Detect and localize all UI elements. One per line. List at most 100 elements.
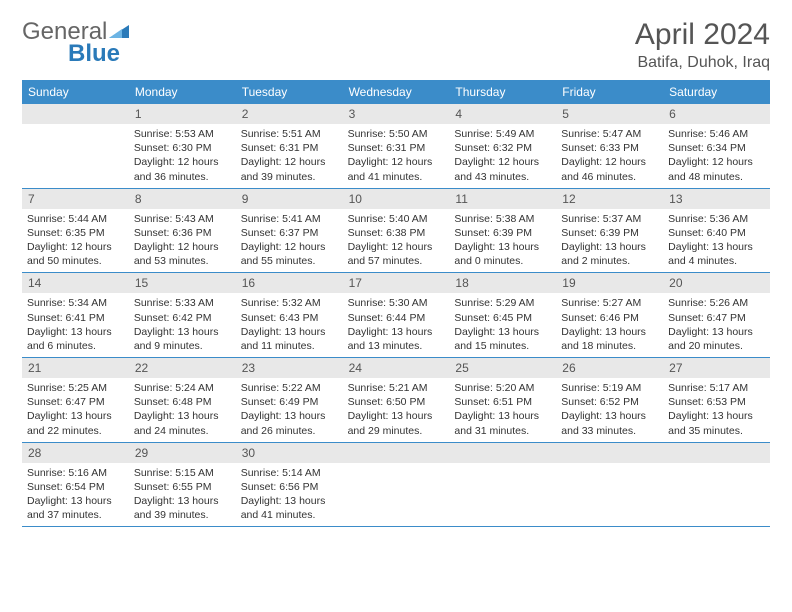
day-number: 7 [22,189,129,209]
sunset-line: Sunset: 6:36 PM [134,226,231,240]
day-info: Sunrise: 5:30 AMSunset: 6:44 PMDaylight:… [343,293,450,357]
day-cell: 12Sunrise: 5:37 AMSunset: 6:39 PMDayligh… [556,189,663,273]
sunset-line: Sunset: 6:50 PM [348,395,445,409]
day-info: Sunrise: 5:46 AMSunset: 6:34 PMDaylight:… [663,124,770,188]
daylight-line: Daylight: 12 hours and 53 minutes. [134,240,231,268]
sunrise-line: Sunrise: 5:19 AM [561,381,658,395]
day-number-empty [663,443,770,463]
day-number: 6 [663,104,770,124]
daylight-line: Daylight: 12 hours and 50 minutes. [27,240,124,268]
day-cell [22,104,129,188]
day-cell [663,443,770,527]
daylight-line: Daylight: 13 hours and 35 minutes. [668,409,765,437]
day-info: Sunrise: 5:43 AMSunset: 6:36 PMDaylight:… [129,209,236,273]
day-cell: 23Sunrise: 5:22 AMSunset: 6:49 PMDayligh… [236,358,343,442]
day-info: Sunrise: 5:37 AMSunset: 6:39 PMDaylight:… [556,209,663,273]
sunset-line: Sunset: 6:30 PM [134,141,231,155]
sunrise-line: Sunrise: 5:38 AM [454,212,551,226]
weeks-container: 1Sunrise: 5:53 AMSunset: 6:30 PMDaylight… [22,104,770,527]
sunrise-line: Sunrise: 5:51 AM [241,127,338,141]
day-info: Sunrise: 5:24 AMSunset: 6:48 PMDaylight:… [129,378,236,442]
day-cell: 27Sunrise: 5:17 AMSunset: 6:53 PMDayligh… [663,358,770,442]
sunset-line: Sunset: 6:46 PM [561,311,658,325]
sunset-line: Sunset: 6:39 PM [454,226,551,240]
day-cell: 17Sunrise: 5:30 AMSunset: 6:44 PMDayligh… [343,273,450,357]
sunrise-line: Sunrise: 5:25 AM [27,381,124,395]
sunrise-line: Sunrise: 5:14 AM [241,466,338,480]
sunset-line: Sunset: 6:31 PM [241,141,338,155]
daylight-line: Daylight: 12 hours and 55 minutes. [241,240,338,268]
day-info: Sunrise: 5:49 AMSunset: 6:32 PMDaylight:… [449,124,556,188]
day-info: Sunrise: 5:25 AMSunset: 6:47 PMDaylight:… [22,378,129,442]
day-info: Sunrise: 5:34 AMSunset: 6:41 PMDaylight:… [22,293,129,357]
sunrise-line: Sunrise: 5:49 AM [454,127,551,141]
sunset-line: Sunset: 6:49 PM [241,395,338,409]
day-number: 18 [449,273,556,293]
weekday-header-row: SundayMondayTuesdayWednesdayThursdayFrid… [22,80,770,104]
sunset-line: Sunset: 6:55 PM [134,480,231,494]
week-row: 21Sunrise: 5:25 AMSunset: 6:47 PMDayligh… [22,358,770,443]
day-number: 24 [343,358,450,378]
day-number: 5 [556,104,663,124]
sunset-line: Sunset: 6:40 PM [668,226,765,240]
day-info: Sunrise: 5:17 AMSunset: 6:53 PMDaylight:… [663,378,770,442]
day-cell: 18Sunrise: 5:29 AMSunset: 6:45 PMDayligh… [449,273,556,357]
sunset-line: Sunset: 6:31 PM [348,141,445,155]
day-number: 12 [556,189,663,209]
weekday-header: Sunday [22,80,129,104]
day-number-empty [343,443,450,463]
daylight-line: Daylight: 12 hours and 36 minutes. [134,155,231,183]
sunset-line: Sunset: 6:34 PM [668,141,765,155]
day-info: Sunrise: 5:20 AMSunset: 6:51 PMDaylight:… [449,378,556,442]
day-cell: 29Sunrise: 5:15 AMSunset: 6:55 PMDayligh… [129,443,236,527]
week-row: 28Sunrise: 5:16 AMSunset: 6:54 PMDayligh… [22,443,770,528]
day-cell [449,443,556,527]
day-cell: 5Sunrise: 5:47 AMSunset: 6:33 PMDaylight… [556,104,663,188]
month-title: April 2024 [635,18,770,52]
daylight-line: Daylight: 13 hours and 20 minutes. [668,325,765,353]
sunset-line: Sunset: 6:35 PM [27,226,124,240]
day-number: 28 [22,443,129,463]
day-info: Sunrise: 5:51 AMSunset: 6:31 PMDaylight:… [236,124,343,188]
day-cell: 13Sunrise: 5:36 AMSunset: 6:40 PMDayligh… [663,189,770,273]
daylight-line: Daylight: 13 hours and 31 minutes. [454,409,551,437]
day-cell: 24Sunrise: 5:21 AMSunset: 6:50 PMDayligh… [343,358,450,442]
sunset-line: Sunset: 6:47 PM [668,311,765,325]
sunrise-line: Sunrise: 5:40 AM [348,212,445,226]
sunset-line: Sunset: 6:54 PM [27,480,124,494]
sunset-line: Sunset: 6:51 PM [454,395,551,409]
day-info: Sunrise: 5:44 AMSunset: 6:35 PMDaylight:… [22,209,129,273]
day-cell: 14Sunrise: 5:34 AMSunset: 6:41 PMDayligh… [22,273,129,357]
week-row: 14Sunrise: 5:34 AMSunset: 6:41 PMDayligh… [22,273,770,358]
day-cell: 19Sunrise: 5:27 AMSunset: 6:46 PMDayligh… [556,273,663,357]
sunrise-line: Sunrise: 5:50 AM [348,127,445,141]
weekday-header: Wednesday [343,80,450,104]
sunset-line: Sunset: 6:33 PM [561,141,658,155]
day-cell: 4Sunrise: 5:49 AMSunset: 6:32 PMDaylight… [449,104,556,188]
sunset-line: Sunset: 6:48 PM [134,395,231,409]
sunrise-line: Sunrise: 5:21 AM [348,381,445,395]
daylight-line: Daylight: 13 hours and 39 minutes. [134,494,231,522]
daylight-line: Daylight: 13 hours and 0 minutes. [454,240,551,268]
sunset-line: Sunset: 6:43 PM [241,311,338,325]
weekday-header: Thursday [449,80,556,104]
daylight-line: Daylight: 12 hours and 43 minutes. [454,155,551,183]
weekday-header: Monday [129,80,236,104]
calendar: SundayMondayTuesdayWednesdayThursdayFrid… [22,80,770,527]
sunrise-line: Sunrise: 5:37 AM [561,212,658,226]
day-number: 4 [449,104,556,124]
day-number: 2 [236,104,343,124]
daylight-line: Daylight: 12 hours and 46 minutes. [561,155,658,183]
day-number: 13 [663,189,770,209]
sunrise-line: Sunrise: 5:32 AM [241,296,338,310]
sunrise-line: Sunrise: 5:41 AM [241,212,338,226]
day-cell: 11Sunrise: 5:38 AMSunset: 6:39 PMDayligh… [449,189,556,273]
daylight-line: Daylight: 13 hours and 41 minutes. [241,494,338,522]
day-info: Sunrise: 5:29 AMSunset: 6:45 PMDaylight:… [449,293,556,357]
day-number: 9 [236,189,343,209]
day-cell: 22Sunrise: 5:24 AMSunset: 6:48 PMDayligh… [129,358,236,442]
day-info: Sunrise: 5:50 AMSunset: 6:31 PMDaylight:… [343,124,450,188]
daylight-line: Daylight: 13 hours and 4 minutes. [668,240,765,268]
day-cell: 6Sunrise: 5:46 AMSunset: 6:34 PMDaylight… [663,104,770,188]
title-block: April 2024 Batifa, Duhok, Iraq [635,18,770,72]
